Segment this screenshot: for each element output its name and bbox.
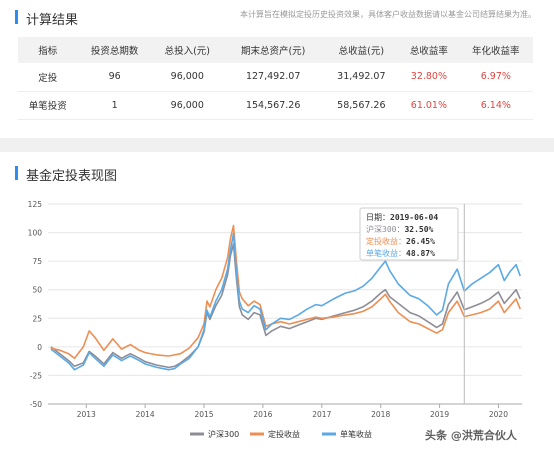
lump-sum-return-line — [50, 232, 521, 371]
table-cell-annual-return: 6.14% — [458, 91, 533, 120]
chart-legend: 沪深300 定投收益 单笔收益 — [190, 429, 372, 439]
y-tick-label: -25 — [30, 371, 42, 380]
y-tick-label: -50 — [30, 400, 42, 409]
x-tick-label: 2015 — [194, 410, 213, 419]
tooltip-row-index: 沪深300：32.50% — [366, 224, 434, 234]
index-line — [50, 243, 521, 369]
tooltip-box — [359, 207, 459, 261]
results-table: 指标 投资总期数 总投入(元) 期末总资产(元) 总收益(元) 总收益率 年化收… — [18, 37, 533, 120]
y-tick-label: 75 — [32, 257, 42, 266]
results-section-title: 计算结果 — [26, 13, 79, 28]
table-cell: 定投 — [18, 63, 78, 92]
table-header-cell: 指标 — [18, 37, 78, 63]
table-cell: 1 — [77, 91, 152, 120]
x-tick-label: 2020 — [489, 410, 508, 419]
legend-label: 沪深300 — [208, 429, 239, 439]
section-divider — [0, 138, 554, 152]
table-cell-return: 32.80% — [399, 63, 459, 92]
chart-section-title: 基金定投表现图 — [26, 169, 118, 184]
table-cell: 96,000 — [151, 91, 223, 120]
results-section-header: 计算结果 本计算旨在模拟定投历史投资效果，具体客户收益数据请以基金公司结算结果为… — [0, 0, 554, 34]
table-header-cell: 投资总期数 — [77, 37, 152, 63]
table-header-cell: 总收益(元) — [323, 37, 400, 63]
table-cell-return: 61.01% — [399, 91, 459, 120]
table-header-cell: 总投入(元) — [151, 37, 223, 63]
disclaimer-text: 本计算旨在模拟定投历史投资效果，具体客户收益数据请以基金公司结算结果为准。 — [240, 10, 536, 19]
x-tick-label: 2016 — [253, 410, 272, 419]
x-tick-label: 2017 — [312, 410, 331, 419]
table-cell: 96 — [77, 63, 152, 92]
table-row: 定投 96 96,000 127,492.07 31,492.07 32.80%… — [18, 63, 533, 92]
table-cell: 31,492.07 — [323, 63, 400, 92]
chart-series — [50, 224, 521, 371]
y-tick-label: 0 — [37, 343, 42, 352]
x-tick-label: 2018 — [371, 410, 390, 419]
dca-return-line — [50, 224, 521, 360]
section-accent-bar — [15, 10, 18, 24]
tooltip-row-lump: 单笔收益：48.87% — [366, 248, 435, 258]
y-tick-label: 100 — [28, 229, 43, 238]
y-tick-label: 125 — [28, 200, 43, 209]
tooltip-row-dca: 定投收益：26.45% — [366, 236, 435, 246]
y-tick-label: 50 — [32, 286, 42, 295]
chart-tooltip: 日期：2019-06-04 沪深300：32.50% 定投收益：26.45% 单… — [359, 204, 465, 404]
table-cell: 154,567.26 — [222, 91, 324, 120]
table-cell: 58,567.26 — [323, 91, 400, 120]
table-cell: 127,492.07 — [222, 63, 324, 92]
y-tick-label: 25 — [32, 314, 42, 323]
section-accent-bar — [15, 166, 18, 180]
x-tick-label: 2014 — [136, 410, 155, 419]
chart-axes: -50 -25 0 25 50 75 100 125 2013 2014 2015 2016 2017 2… — [28, 200, 522, 419]
table-cell: 单笔投资 — [18, 91, 78, 120]
table-header-row: 指标 投资总期数 总投入(元) 期末总资产(元) 总收益(元) 总收益率 年化收… — [18, 37, 533, 63]
chart-section-header: 基金定投表现图 — [0, 160, 554, 188]
legend-label: 定投收益 — [268, 429, 300, 439]
table-cell: 96,000 — [151, 63, 223, 92]
table-header-cell: 总收益率 — [399, 37, 459, 63]
tooltip-date: 日期：2019-06-04 — [366, 213, 438, 222]
x-tick-label: 2019 — [430, 410, 449, 419]
watermark-text: 头条 @洪荒合伙人 — [425, 429, 517, 442]
table-cell-annual-return: 6.97% — [458, 63, 533, 92]
table-row: 单笔投资 1 96,000 154,567.26 58,567.26 61.01… — [18, 91, 533, 120]
legend-label: 单笔收益 — [340, 429, 372, 439]
table-header-cell: 年化收益率 — [458, 37, 533, 63]
table-header-cell: 期末总资产(元) — [222, 37, 324, 63]
x-tick-label: 2013 — [77, 410, 96, 419]
